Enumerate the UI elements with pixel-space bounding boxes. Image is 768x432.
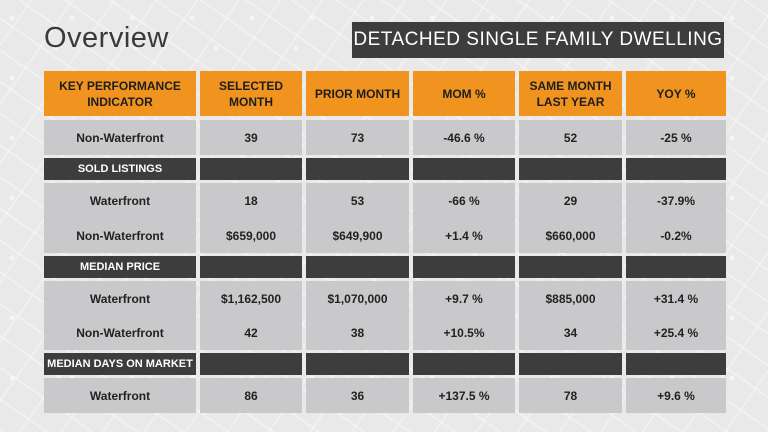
cell-yoy-percent: -25 %	[626, 120, 726, 155]
cell-mom-percent: +1.4 %	[413, 218, 515, 253]
cell-selected-month: 86	[200, 378, 302, 413]
cell-mom-percent: +10.5%	[413, 315, 515, 350]
cell-same-month-last-year: 52	[519, 120, 622, 155]
header-mom-percent: MOM %	[413, 71, 515, 116]
cell-yoy-percent: -37.9%	[626, 183, 726, 218]
separator-cell	[306, 256, 409, 278]
cell-same-month-last-year: 29	[519, 183, 622, 218]
header-selected-month: SELECTED MONTH	[200, 71, 302, 116]
separator-cell	[519, 353, 622, 375]
cell-kpi: Non-Waterfront	[44, 218, 196, 253]
cell-same-month-last-year: $660,000	[519, 218, 622, 253]
cell-same-month-last-year: $885,000	[519, 281, 622, 316]
cell-prior-month: 36	[306, 378, 409, 413]
header-yoy-percent: YOY %	[626, 71, 726, 116]
separator-cell	[200, 158, 302, 180]
dwelling-type-badge: DETACHED SINGLE FAMILY DWELLING	[352, 22, 724, 58]
separator-cell	[306, 353, 409, 375]
cell-kpi: Waterfront	[44, 378, 196, 413]
header-kpi: KEY PERFORMANCE INDICATOR	[44, 71, 196, 116]
cell-mom-percent: -66 %	[413, 183, 515, 218]
cell-yoy-percent: -0.2%	[626, 218, 726, 253]
group-label: MEDIAN DAYS ON MARKET	[44, 353, 196, 375]
cell-selected-month: $1,162,500	[200, 281, 302, 316]
cell-selected-month: 18	[200, 183, 302, 218]
kpi-table: KEY PERFORMANCE INDICATOR SELECTED MONTH P…	[44, 71, 726, 413]
header-same-month-last-year: SAME MONTH LAST YEAR	[519, 71, 622, 116]
separator-cell	[306, 158, 409, 180]
cell-prior-month: 73	[306, 120, 409, 155]
cell-kpi: Non-Waterfront	[44, 120, 196, 155]
page-title: Overview	[44, 22, 169, 54]
cell-prior-month: $649,900	[306, 218, 409, 253]
cell-mom-percent: +137.5 %	[413, 378, 515, 413]
separator-cell	[626, 353, 726, 375]
cell-same-month-last-year: 34	[519, 315, 622, 350]
separator-cell	[200, 256, 302, 278]
cell-selected-month: 42	[200, 315, 302, 350]
cell-mom-percent: -46.6 %	[413, 120, 515, 155]
separator-cell	[519, 256, 622, 278]
group-label: MEDIAN PRICE	[44, 256, 196, 278]
separator-cell	[413, 158, 515, 180]
cell-yoy-percent: +25.4 %	[626, 315, 726, 350]
cell-selected-month: $659,000	[200, 218, 302, 253]
separator-cell	[413, 256, 515, 278]
cell-yoy-percent: +9.6 %	[626, 378, 726, 413]
cell-prior-month: $1,070,000	[306, 281, 409, 316]
cell-prior-month: 38	[306, 315, 409, 350]
cell-selected-month: 39	[200, 120, 302, 155]
header-prior-month: PRIOR MONTH	[306, 71, 409, 116]
cell-kpi: Waterfront	[44, 281, 196, 316]
cell-kpi: Waterfront	[44, 183, 196, 218]
cell-prior-month: 53	[306, 183, 409, 218]
separator-cell	[626, 158, 726, 180]
separator-cell	[626, 256, 726, 278]
cell-mom-percent: +9.7 %	[413, 281, 515, 316]
group-label: SOLD LISTINGS	[44, 158, 196, 180]
cell-yoy-percent: +31.4 %	[626, 281, 726, 316]
separator-cell	[200, 353, 302, 375]
cell-kpi: Non-Waterfront	[44, 315, 196, 350]
separator-cell	[413, 353, 515, 375]
cell-same-month-last-year: 78	[519, 378, 622, 413]
separator-cell	[519, 158, 622, 180]
